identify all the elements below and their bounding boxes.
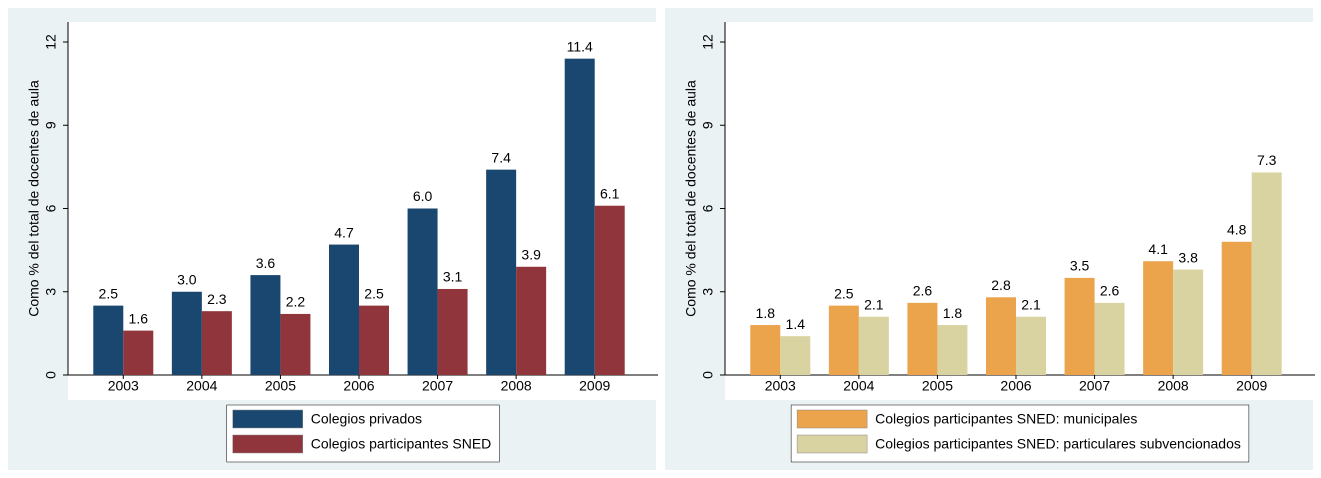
- bar: [750, 325, 781, 375]
- x-tick-label: 2007: [422, 378, 453, 394]
- x-tick-label: 2004: [186, 378, 217, 394]
- value-label: 2.8: [991, 277, 1011, 293]
- x-tick-label: 2008: [501, 378, 532, 394]
- legend-label: Colegios privados: [311, 411, 422, 427]
- y-tick-label: 9: [43, 121, 59, 129]
- y-tick-label: 6: [43, 204, 59, 212]
- x-tick-label: 2008: [1158, 378, 1189, 394]
- y-tick-label: 12: [700, 34, 716, 50]
- y-tick-label: 3: [43, 288, 59, 296]
- value-label: 3.6: [256, 255, 276, 271]
- y-tick-label: 3: [700, 288, 716, 296]
- bar: [171, 291, 202, 375]
- legend-label: Colegios participantes SNED: municipales: [875, 411, 1137, 427]
- bar: [1221, 241, 1252, 375]
- x-tick-label: 2005: [922, 378, 953, 394]
- bar: [1251, 172, 1282, 375]
- bar: [123, 330, 154, 375]
- value-label: 2.6: [913, 283, 933, 299]
- y-axis-title: Como % del total de docentes de aula: [683, 80, 699, 317]
- value-label: 7.3: [1257, 152, 1277, 168]
- legend-box: [790, 404, 1250, 463]
- value-label: 4.8: [1227, 222, 1247, 238]
- bar: [1094, 302, 1125, 375]
- value-label: 2.5: [99, 285, 119, 301]
- x-tick-label: 2004: [843, 378, 874, 394]
- y-axis-title: Como % del total de docentes de aula: [26, 80, 42, 317]
- x-tick-label: 2009: [1236, 378, 1267, 394]
- value-label: 3.5: [1070, 258, 1090, 274]
- value-label: 2.5: [834, 285, 854, 301]
- value-label: 2.5: [364, 285, 384, 301]
- bar: [486, 169, 517, 375]
- value-label: 3.8: [1178, 249, 1198, 265]
- value-label: 3.0: [177, 271, 197, 287]
- bar: [329, 244, 359, 375]
- value-label: 2.1: [1021, 296, 1041, 312]
- legend-swatch: [232, 434, 303, 454]
- bar: [359, 305, 389, 375]
- value-label: 6.0: [413, 188, 433, 204]
- value-label: 1.8: [756, 305, 776, 321]
- x-tick-label: 2003: [765, 378, 796, 394]
- y-tick-label: 9: [700, 121, 716, 129]
- value-label: 2.3: [207, 291, 227, 307]
- bar: [1143, 261, 1174, 375]
- x-tick-label: 2007: [1079, 378, 1110, 394]
- bar: [594, 205, 625, 375]
- y-tick-label: 12: [43, 34, 59, 50]
- legend-swatch: [232, 409, 303, 429]
- bar: [858, 316, 889, 375]
- y-tick-label: 0: [43, 371, 59, 379]
- legend-label: Colegios participantes SNED: [311, 436, 492, 452]
- bar: [93, 305, 124, 375]
- bar: [1064, 277, 1095, 375]
- legend: Colegios privados Colegios participantes …: [226, 404, 500, 463]
- legend-label: Colegios participantes SNED: particulare…: [875, 436, 1241, 452]
- bar: [907, 302, 938, 375]
- y-tick-label: 6: [700, 204, 716, 212]
- bar: [1173, 269, 1204, 375]
- x-tick-label: 2009: [579, 378, 610, 394]
- bar: [437, 288, 468, 375]
- value-label: 1.6: [129, 310, 149, 326]
- legend: Colegios participantes SNED: municipales…: [790, 404, 1250, 463]
- value-label: 2.1: [864, 296, 884, 312]
- bar: [1016, 316, 1046, 375]
- value-label: 3.1: [443, 269, 463, 285]
- legend-swatch: [796, 434, 868, 454]
- bar: [780, 336, 811, 375]
- bar: [201, 311, 232, 375]
- bar: [280, 313, 311, 375]
- bar: [516, 266, 547, 375]
- value-label: 2.6: [1100, 283, 1120, 299]
- x-tick-label: 2005: [265, 378, 296, 394]
- legend-swatch: [796, 409, 868, 429]
- bar: [828, 305, 859, 375]
- value-label: 3.9: [521, 246, 541, 262]
- bar: [564, 58, 595, 376]
- value-label: 4.1: [1148, 241, 1168, 257]
- value-label: 6.1: [600, 185, 620, 201]
- value-label: 2.2: [286, 294, 306, 310]
- x-tick-label: 2006: [343, 378, 374, 394]
- bar: [986, 297, 1016, 375]
- value-label: 1.8: [943, 305, 963, 321]
- value-label: 1.4: [786, 316, 806, 332]
- value-label: 7.4: [491, 149, 511, 165]
- x-tick-label: 2006: [1000, 378, 1031, 394]
- x-tick-label: 2003: [108, 378, 139, 394]
- value-label: 11.4: [567, 38, 593, 54]
- bar: [250, 275, 281, 375]
- bar: [937, 325, 968, 375]
- y-tick-label: 0: [700, 371, 716, 379]
- value-label: 4.7: [334, 224, 354, 240]
- bar: [407, 208, 438, 375]
